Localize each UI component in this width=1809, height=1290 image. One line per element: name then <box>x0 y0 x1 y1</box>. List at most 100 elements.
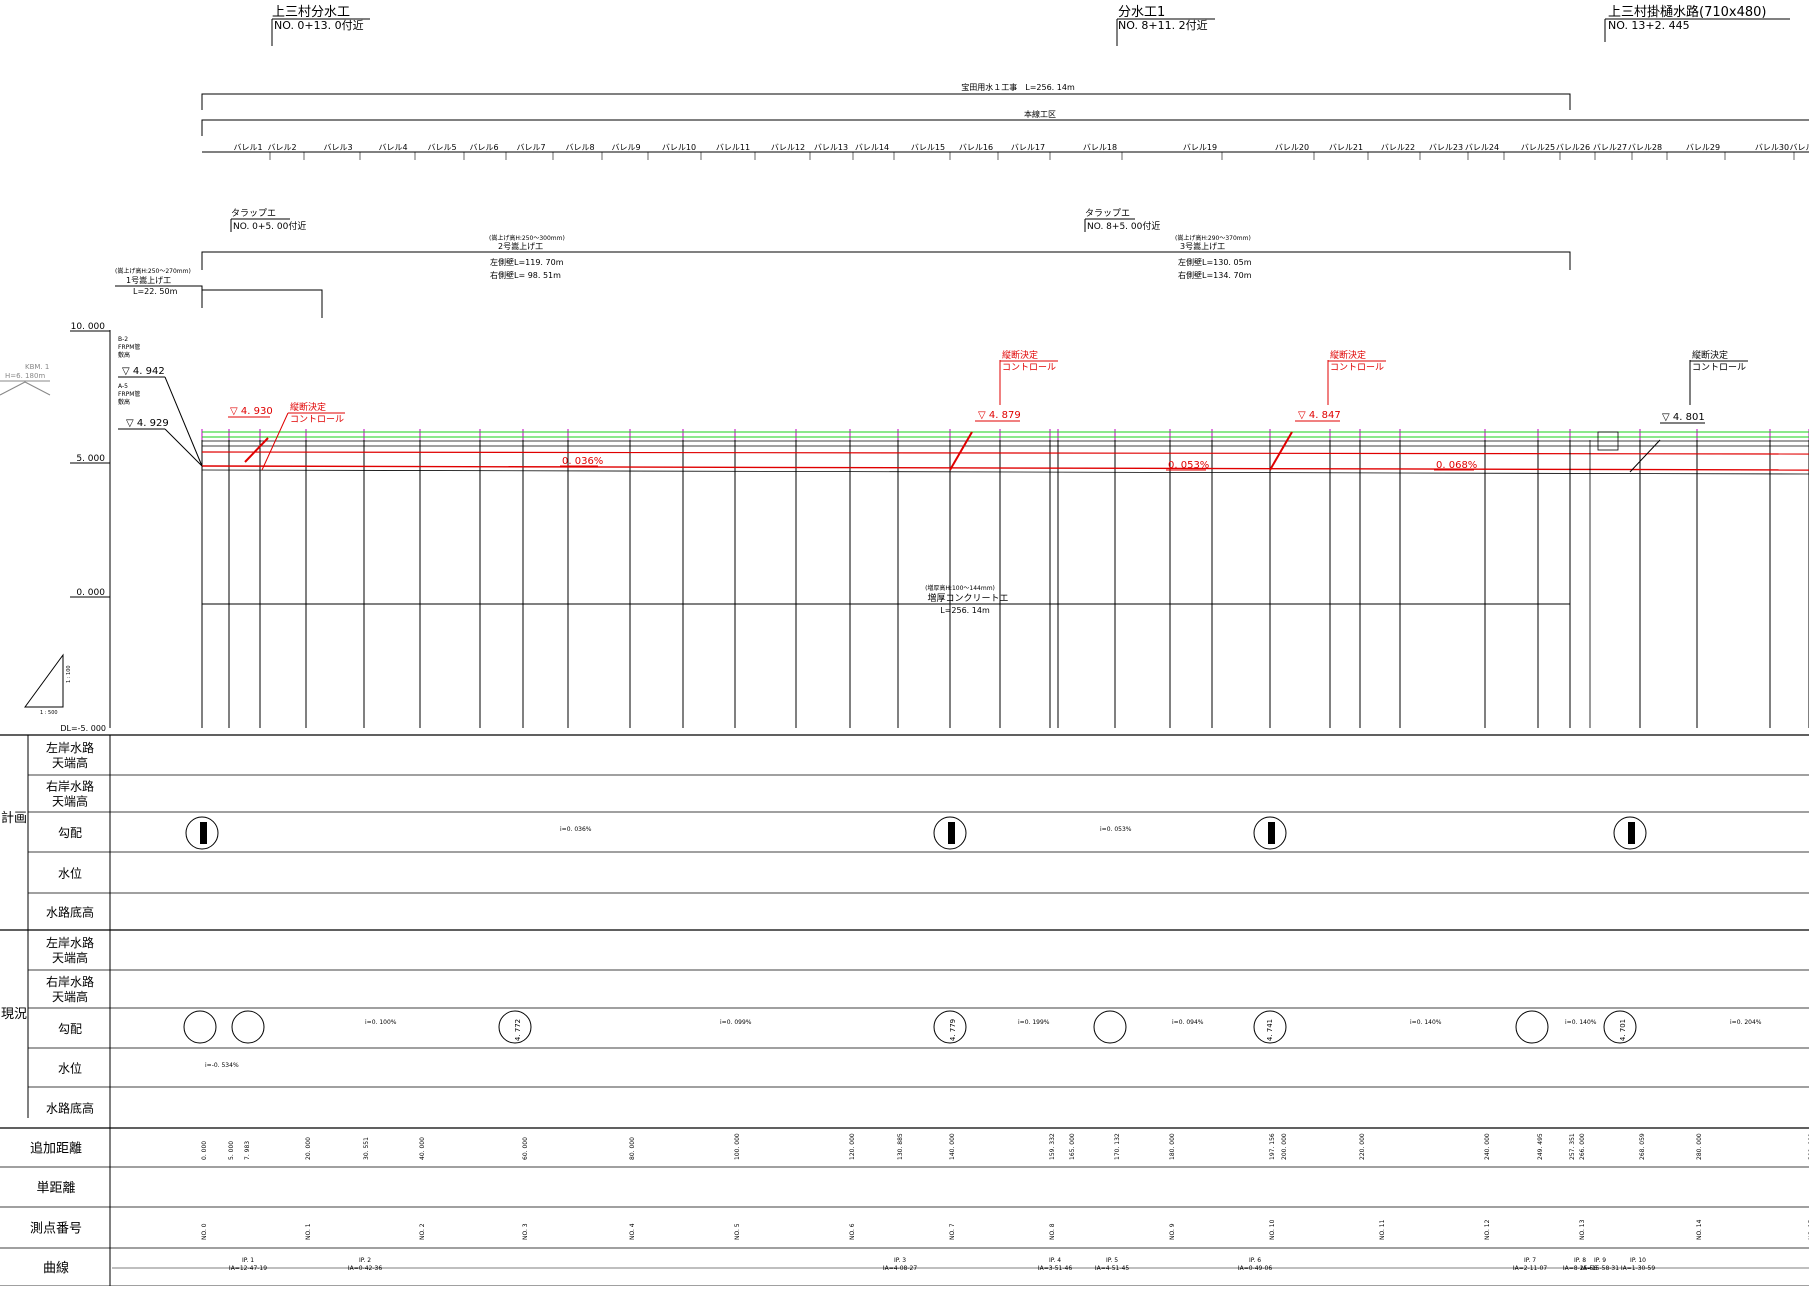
current-slope: i=0. 204% <box>1730 1019 1762 1026</box>
project-range: 宝田用水１工事 L=256. 14m 本線工区 <box>201 82 1809 136</box>
elevation-axis: 10. 000 5. 000 0. 000 DL=-5. 000 <box>60 322 111 733</box>
barrel-label: バレル15 <box>911 143 945 152</box>
thick-annotation: (増厚高H:100～144mm) 増厚コンクリートエ L=256. 14m <box>925 584 1008 615</box>
raise-name: 2号嵩上げ工 <box>498 242 543 251</box>
row-label: 天端高 <box>52 989 88 1004</box>
project-title: 宝田用水１工事 L=256. 14m <box>961 82 1075 92</box>
bed-line <box>201 465 1809 471</box>
top-label-3: 上三村掛樋水路(710x480) NO. 13+2. 445 <box>1604 4 1790 42</box>
cumulative-cell: 5. 000 <box>228 1141 235 1160</box>
row-label: 水位 <box>58 866 82 881</box>
curve-ia: IA=0-42-36 <box>348 1265 383 1272</box>
curve-ia: IA=8-25-56 <box>1563 1265 1598 1272</box>
cumulative-cell: 60. 000 <box>522 1137 529 1160</box>
barrel-label: バレル8 <box>565 143 594 152</box>
level-label: ▽ 4. 801 <box>1662 412 1705 423</box>
barrel-label: バレル10 <box>662 143 696 152</box>
row-label: 水位 <box>58 1061 82 1076</box>
row-label: 測点番号 <box>30 1222 82 1237</box>
decision-label: コントロール <box>1330 363 1384 373</box>
curve-ip: IP. 7 <box>1524 1257 1536 1264</box>
station-cell: NO. 3 <box>522 1223 529 1240</box>
row-label: 左岸水路 <box>46 740 94 755</box>
raise-length: L=22. 50m <box>133 287 178 296</box>
current-slope: i=0. 100% <box>365 1019 397 1026</box>
trap-location: NO. 8+5. 00付近 <box>1087 220 1160 232</box>
raise-note: (嵩上げ高H:250～300mm) <box>489 234 565 242</box>
datum-label: DL=-5. 000 <box>60 724 106 733</box>
barrel-label: バレル17 <box>1011 143 1045 152</box>
curve-ia: IA=0-49-06 <box>1238 1265 1273 1272</box>
barrel-label: バレル2 <box>267 143 296 152</box>
curve-ia: IA=12-47-19 <box>229 1265 267 1272</box>
elevation-label: 0. 000 <box>76 588 105 598</box>
row-label: 右岸水路 <box>46 974 94 989</box>
current-point: 4. 701 <box>1619 1019 1627 1041</box>
decision-label: コントロール <box>290 415 344 425</box>
level-label: ▽ 4. 930 <box>230 406 273 417</box>
station-cell: NO. 8 <box>1049 1223 1056 1240</box>
row-label: 単距離 <box>36 1180 75 1196</box>
curve-ip: IP. 6 <box>1249 1257 1261 1264</box>
curve-ip: IP. 1 <box>242 1257 254 1264</box>
barrel-label: バレル26 <box>1556 143 1590 152</box>
station-cell: NO. 9 <box>1169 1223 1176 1240</box>
station-cell: NO. 2 <box>419 1223 426 1240</box>
design-levels: ▽ 4. 930 ▽ 4. 879 ▽ 4. 847 ▽ 4. 801 <box>228 406 1705 424</box>
top-label-sub: NO. 8+11. 2付近 <box>1118 19 1208 32</box>
cumulative-cell: 268. 059 <box>1639 1133 1646 1160</box>
slope-label: 0. 068% <box>1436 460 1477 471</box>
decision-label: 縦断決定 <box>290 401 326 413</box>
raise-left: 左側壁L=119. 70m <box>490 257 564 267</box>
slope-break-marker <box>933 816 967 850</box>
slope-break-marker <box>1253 816 1287 850</box>
station-cell: NO. 10 <box>1269 1219 1276 1240</box>
plan-slope: i=0. 036% <box>560 826 592 833</box>
trap-name: タラップエ <box>1085 208 1130 219</box>
cumulative-cell: 249. 495 <box>1537 1133 1544 1160</box>
cumulative-cell: 280. 000 <box>1696 1133 1703 1160</box>
cumulative-cell: 80. 000 <box>629 1137 636 1160</box>
pipe-label: 敷高 <box>118 351 130 359</box>
barrel-label: バレル22 <box>1381 143 1415 152</box>
barrel-label: バレル11 <box>716 143 750 152</box>
station-cell: NO. 13 <box>1579 1219 1586 1240</box>
row-label: 追加距離 <box>30 1141 82 1157</box>
barrel-label: バレル13 <box>814 143 848 152</box>
cumulative-cell: 20. 000 <box>305 1137 312 1160</box>
slope-break-marker <box>1093 1010 1127 1044</box>
top-label-1: 上三村分水工 NO. 0+13. 0付近 <box>271 5 370 46</box>
barrel-ticks <box>269 152 1795 160</box>
barrel-label: バレル25 <box>1521 143 1555 152</box>
curve-ia: IA=15-58-31 <box>1581 1265 1619 1272</box>
current-slope: i=0. 094% <box>1172 1019 1204 1026</box>
pipe-label: FRPM管 <box>118 343 140 351</box>
cumulative-cell: 180. 000 <box>1169 1133 1176 1160</box>
slope-breaks: 0. 036% 0. 053% 0. 068% <box>244 431 1477 471</box>
barrel-label: バレル30 <box>1755 143 1789 152</box>
curve-ia: IA=4-08-27 <box>883 1265 918 1272</box>
decision-label: コントロール <box>1002 363 1056 373</box>
barrel-label: バレル7 <box>516 143 545 152</box>
curve-ia: IA=2-11-07 <box>1513 1265 1548 1272</box>
scale-horizontal: 1 : 500 <box>40 710 58 716</box>
slope-break-marker <box>1613 816 1647 850</box>
current-slope: i=0. 099% <box>720 1019 752 1026</box>
barrel-label: バレル20 <box>1275 143 1309 152</box>
barrel-label: バレル27 <box>1593 143 1627 152</box>
cumulative-cell: 40. 000 <box>419 1137 426 1160</box>
barrel-label: バレル1 <box>233 143 262 152</box>
station-cell: NO. 5 <box>734 1223 741 1240</box>
cumulative-cell: 266. 000 <box>1579 1133 1586 1160</box>
cumulative-cell: 100. 000 <box>734 1133 741 1160</box>
elevation-label: 10. 000 <box>71 322 106 332</box>
level-label: ▽ 4. 847 <box>1298 410 1341 421</box>
station-cell: NO. 6 <box>849 1223 856 1240</box>
table-rows: 左岸水路天端高右岸水路天端高勾配水位水路底高左岸水路天端高右岸水路天端高勾配水位… <box>0 734 1809 1287</box>
water-level-line <box>201 451 1809 455</box>
cumulative-cell: 130. 885 <box>897 1133 904 1160</box>
row-label: 左岸水路 <box>46 935 94 950</box>
row-label: 天端高 <box>52 950 88 965</box>
bench-mark: KBM. 1 H=6. 180m <box>0 363 51 396</box>
